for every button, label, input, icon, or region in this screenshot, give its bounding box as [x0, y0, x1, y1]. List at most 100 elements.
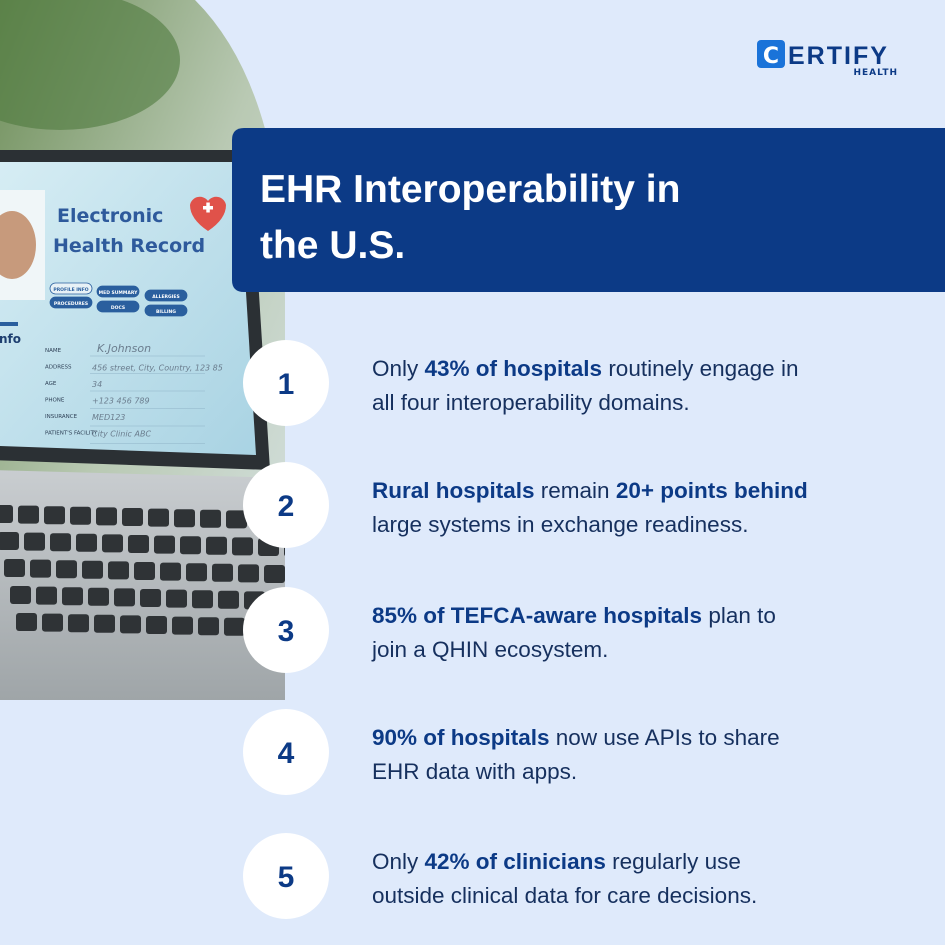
- item-text-segment: routinely engage in: [602, 356, 798, 381]
- item-text-segment: plan to: [702, 603, 776, 628]
- item-text: join a QHIN ecosystem.: [371, 637, 608, 662]
- item-text-segment: regularly use: [606, 849, 741, 874]
- item-text-bold: 43% of hospitals: [425, 356, 603, 381]
- key: [96, 507, 117, 526]
- title: EHR Interoperability in the U.S.: [260, 168, 680, 267]
- ehr-button: [49, 282, 93, 295]
- ehr-button: [96, 285, 140, 298]
- number-circle: [243, 462, 329, 548]
- ehr-button-label: ALLERGIES: [152, 294, 179, 300]
- ehr-heading: Electronic: [57, 205, 163, 227]
- ehr-field-label: AGE: [45, 381, 57, 387]
- item-text: all four interoperability domains.: [372, 390, 690, 415]
- key: [140, 589, 161, 607]
- ehr-button-label: BILLING: [156, 309, 176, 315]
- number-circle: [243, 587, 329, 673]
- key: [206, 536, 227, 555]
- key: [82, 560, 103, 579]
- ehr-field-value: MED123: [92, 413, 125, 422]
- key: [36, 586, 57, 605]
- ehr-field-label: PHONE: [45, 398, 65, 404]
- photo: Electronic Health Record PROFILE INFO MED S…: [0, 0, 285, 700]
- item-text: large systems in exchange readiness.: [372, 512, 748, 537]
- ehr-button: [96, 300, 140, 313]
- key: [232, 537, 253, 556]
- key: [154, 535, 175, 554]
- item-text-segment: remain: [535, 478, 616, 503]
- ehr-field-value: K.Johnson: [97, 342, 151, 355]
- ehr-button: [144, 289, 188, 302]
- key: [18, 505, 39, 524]
- key: [102, 534, 123, 553]
- key: [56, 560, 77, 579]
- ehr-field-value: 456 street, City, Country, 123 85: [92, 364, 223, 373]
- ehr-button: [144, 304, 188, 317]
- item-text: 85% of TEFCA-aware hospitals plan to: [372, 603, 776, 628]
- item-text-bold: Rural hospitals: [372, 478, 535, 503]
- title-line: EHR Interoperability in: [260, 168, 680, 211]
- heart-icon: [190, 196, 226, 231]
- item-text-segment: Only: [372, 849, 425, 874]
- key: [50, 533, 71, 552]
- key: [128, 535, 149, 553]
- item-text: Rural hospitals remain 20+ points behind: [372, 478, 808, 503]
- key: [160, 562, 181, 581]
- item-number: 4: [278, 737, 295, 770]
- key: [0, 532, 19, 550]
- portrait: [0, 211, 36, 279]
- ehr-field-value: +123 456 789: [92, 397, 150, 406]
- key: [122, 508, 143, 526]
- logo-letter: C: [763, 44, 779, 69]
- key: [200, 509, 221, 528]
- item-text-bold: 90% of hospitals: [372, 725, 550, 750]
- ehr-section: nfo: [0, 332, 21, 346]
- key: [114, 588, 135, 607]
- item-text-segment: all four interoperability domains.: [372, 390, 690, 415]
- key: [166, 589, 187, 608]
- ehr-field-value: 34: [92, 380, 102, 389]
- item-text-segment: now use APIs to share: [550, 725, 780, 750]
- item-text: Only 43% of hospitals routinely engage i…: [372, 356, 798, 381]
- key: [186, 563, 207, 582]
- key: [172, 616, 193, 635]
- item-text-bold: 85% of TEFCA-aware hospitals: [372, 603, 702, 628]
- key: [44, 506, 65, 525]
- key: [0, 505, 13, 523]
- key: [76, 533, 97, 552]
- ehr-field-label: NAME: [45, 348, 62, 354]
- item-number: 1: [278, 368, 295, 401]
- item-text-segment: join a QHIN ecosystem.: [371, 637, 608, 662]
- key: [30, 559, 51, 578]
- logo-name: ERTIFY: [788, 42, 889, 70]
- key: [264, 565, 285, 583]
- ehr-heading: Health Record: [53, 235, 205, 257]
- item-text-bold: 20+ points behind: [616, 478, 808, 503]
- foliage: [0, 0, 180, 130]
- item-text-bold: 42% of clinicians: [425, 849, 606, 874]
- key: [148, 508, 169, 527]
- key: [24, 532, 45, 551]
- laptop-keyboard: [0, 470, 285, 700]
- items: 1 Only 43% of hospitals routinely engage …: [243, 340, 808, 919]
- key: [10, 586, 31, 604]
- key: [146, 616, 167, 634]
- key: [198, 617, 219, 636]
- key: [4, 559, 25, 577]
- ehr-button-label: PROFILE INFO: [53, 287, 88, 293]
- key: [16, 613, 37, 631]
- ehr-field-label: PATIENT'S FACILITY: [45, 431, 98, 437]
- key: [212, 563, 233, 582]
- key: [70, 506, 91, 525]
- logo-sub: HEALTH: [853, 68, 898, 78]
- number-circle: [243, 709, 329, 795]
- key: [180, 536, 201, 555]
- number-circle: [243, 833, 329, 919]
- key: [94, 614, 115, 633]
- key: [174, 509, 195, 528]
- item-text: EHR data with apps.: [372, 759, 577, 784]
- key: [218, 590, 239, 609]
- key: [192, 590, 213, 609]
- item-text: Only 42% of clinicians regularly use: [372, 849, 741, 874]
